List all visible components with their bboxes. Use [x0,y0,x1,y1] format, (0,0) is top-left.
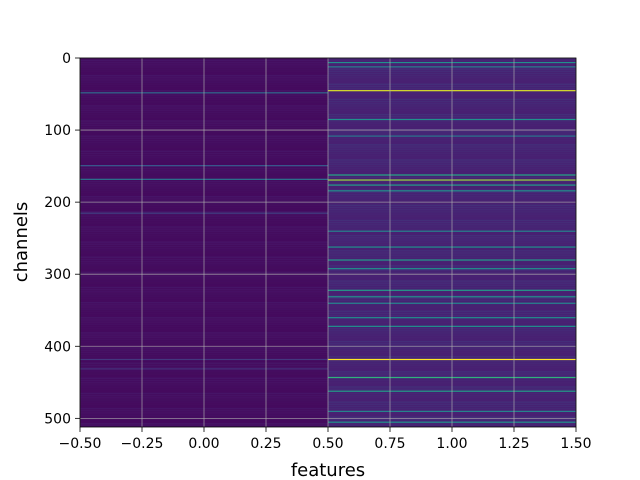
y-tick-label: 200 [44,195,71,211]
x-tick-label: 0.50 [312,436,343,452]
x-tick-label: 0.75 [374,436,405,452]
y-axis: 0 100 200 300 400 500 [44,51,80,427]
x-tick-label: 1.50 [560,436,591,452]
y-axis-label: channels [11,202,32,283]
x-tick-label: 1.00 [436,436,467,452]
y-tick-label: 100 [44,123,71,139]
x-tick-label: 1.25 [498,436,529,452]
y-tick-label: 300 [44,267,71,283]
x-tick-label: 0.00 [188,436,219,452]
x-tick-label: −0.25 [121,436,164,452]
y-tick-label: 0 [62,51,71,67]
y-tick-label: 400 [44,339,71,355]
y-tick-label: 500 [44,411,71,427]
plot-area [79,57,577,428]
x-axis-label: features [291,460,365,480]
x-axis: −0.50 −0.25 0.00 0.25 0.50 0.75 1.00 1.25 1.50 [59,427,592,452]
x-tick-label: −0.50 [59,436,102,452]
x-tick-label: 0.25 [250,436,281,452]
